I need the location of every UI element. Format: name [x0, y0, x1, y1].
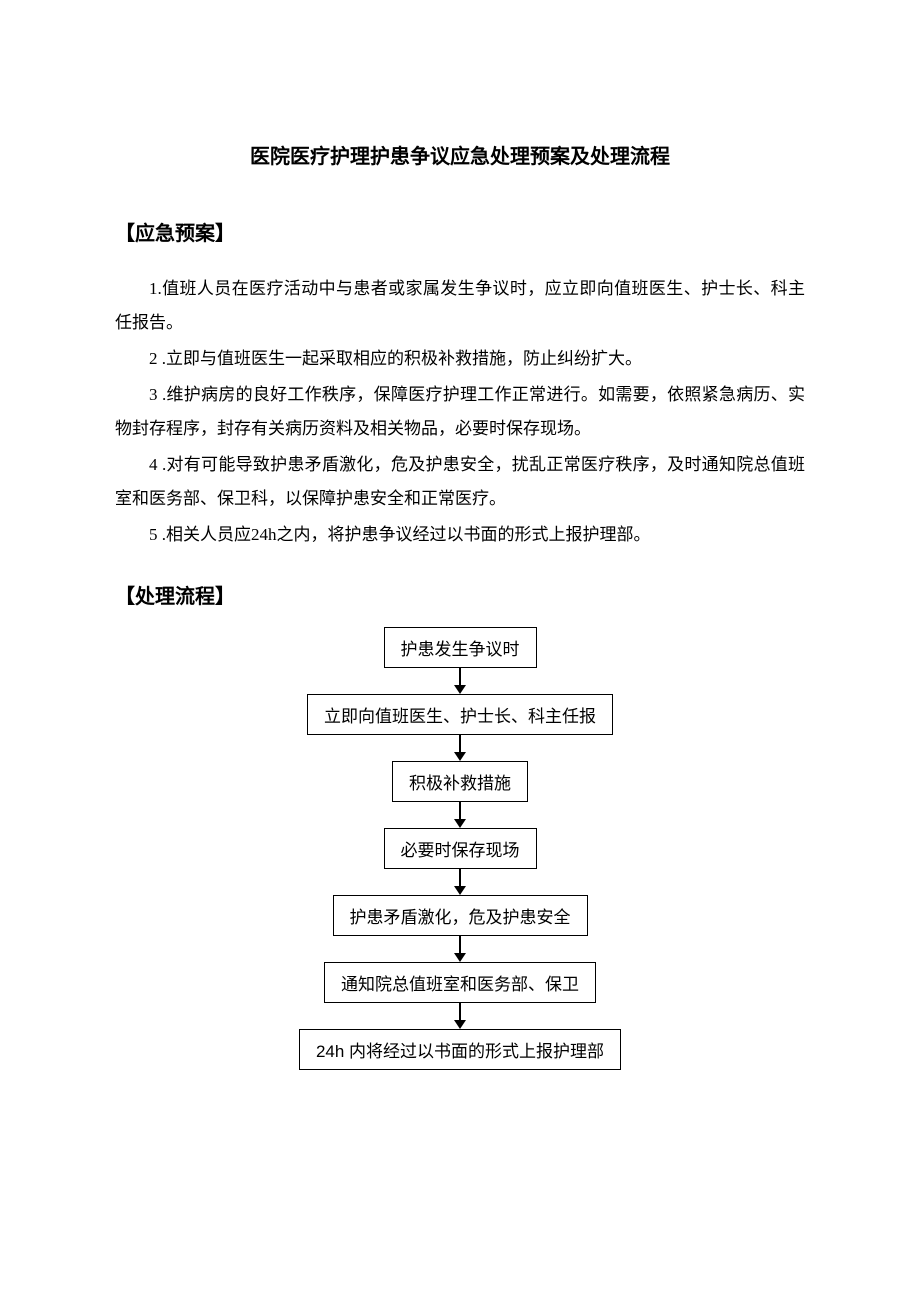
paragraph-1: 1.值班人员在医疗活动中与患者或家属发生争议时，应立即向值班医生、护士长、科主任… [115, 272, 805, 340]
flow-arrow-icon [454, 1003, 466, 1029]
flow-node-5: 护患矛盾激化，危及护患安全 [333, 895, 588, 936]
paragraph-4: 4 .对有可能导致护患矛盾激化，危及护患安全，扰乱正常医疗秩序，及时通知院总值班… [115, 448, 805, 516]
paragraph-5: 5 .相关人员应24h之内，将护患争议经过以书面的形式上报护理部。 [115, 518, 805, 552]
flow-node-7: 24h 内将经过以书面的形式上报护理部 [299, 1029, 621, 1070]
document-page: 医院医疗护理护患争议应急处理预案及处理流程 【应急预案】 1.值班人员在医疗活动… [0, 0, 920, 1170]
flow-node-6: 通知院总值班室和医务部、保卫 [324, 962, 596, 1003]
section-heading-plan: 【应急预案】 [115, 217, 805, 246]
flow-arrow-icon [454, 668, 466, 694]
flow-arrow-icon [454, 936, 466, 962]
flow-node-2: 立即向值班医生、护士长、科主任报 [307, 694, 613, 735]
document-title: 医院医疗护理护患争议应急处理预案及处理流程 [115, 140, 805, 169]
flow-arrow-icon [454, 869, 466, 895]
section-heading-process: 【处理流程】 [115, 580, 805, 609]
paragraph-2: 2 .立即与值班医生一起采取相应的积极补救措施，防止纠纷扩大。 [115, 342, 805, 376]
process-flowchart: 护患发生争议时 立即向值班医生、护士长、科主任报 积极补救措施 必要时保存现场 … [115, 627, 805, 1070]
flow-node-3: 积极补救措施 [392, 761, 528, 802]
flow-arrow-icon [454, 735, 466, 761]
flow-node-1: 护患发生争议时 [384, 627, 537, 668]
flow-arrow-icon [454, 802, 466, 828]
flow-node-4: 必要时保存现场 [384, 828, 537, 869]
paragraph-3: 3 .维护病房的良好工作秩序，保障医疗护理工作正常进行。如需要，依照紧急病历、实… [115, 378, 805, 446]
